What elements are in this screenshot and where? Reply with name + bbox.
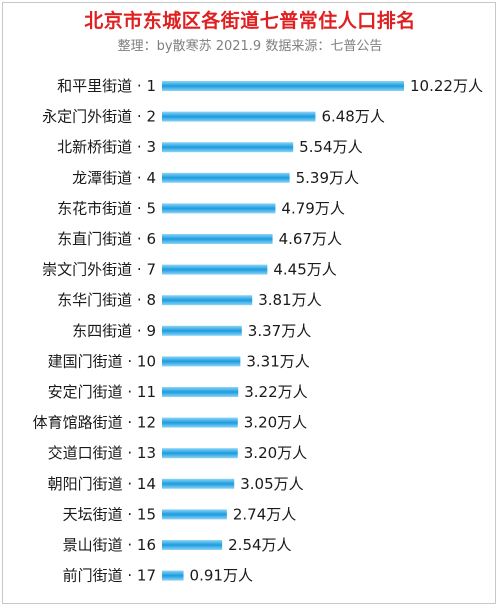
- bar: [162, 540, 223, 550]
- category-label: 天坛街道 · 15: [63, 505, 156, 523]
- value-label: 2.54万人: [228, 536, 291, 554]
- category-label: 龙潭街道 · 4: [72, 169, 156, 187]
- category-label: 景山街道 · 16: [63, 536, 156, 554]
- value-label: 3.05万人: [240, 475, 303, 493]
- bar: [162, 570, 184, 581]
- bar: [162, 448, 238, 459]
- category-label: 北新桥街道 · 3: [57, 138, 156, 156]
- value-label: 6.48万人: [321, 108, 384, 126]
- value-label: 5.54万人: [299, 138, 362, 156]
- category-label: 东四街道 · 9: [72, 322, 156, 340]
- category-label: 崇文门外街道 · 7: [42, 261, 156, 279]
- category-label: 东花市街道 · 5: [57, 199, 156, 217]
- bar: [162, 387, 239, 397]
- value-label: 4.79万人: [281, 199, 344, 217]
- bar: [162, 509, 227, 520]
- category-label: 建国门街道 · 10: [48, 352, 156, 370]
- value-label: 0.91万人: [190, 567, 253, 585]
- value-label: 3.81万人: [258, 291, 321, 309]
- bar: [162, 111, 316, 122]
- value-label: 3.37万人: [248, 322, 311, 340]
- value-label: 10.22万人: [410, 77, 483, 95]
- category-label: 永定门外街道 · 2: [42, 108, 156, 126]
- chart-title: 北京市东城区各街道七普常住人口排名: [84, 10, 416, 32]
- value-label: 4.45万人: [273, 261, 336, 279]
- bar: [162, 234, 273, 244]
- bar: [162, 264, 268, 275]
- category-label: 东直门街道 · 6: [57, 230, 156, 248]
- category-label: 体育馆路街道 · 12: [33, 414, 156, 432]
- category-label: 和平里街道 · 1: [57, 77, 156, 95]
- value-label: 4.67万人: [279, 230, 342, 248]
- bar: [162, 417, 238, 428]
- bar: [162, 295, 253, 306]
- bar: [162, 203, 276, 214]
- category-label: 安定门街道 · 11: [48, 383, 156, 401]
- value-label: 2.74万人: [233, 505, 296, 523]
- value-label: 3.31万人: [246, 352, 309, 370]
- category-label: 朝阳门街道 · 14: [48, 475, 156, 493]
- value-label: 3.20万人: [244, 414, 307, 432]
- value-label: 3.20万人: [244, 444, 307, 462]
- value-label: 5.39万人: [296, 169, 359, 187]
- bar: [162, 81, 404, 91]
- value-label: 3.22万人: [244, 383, 307, 401]
- category-label: 交道口街道 · 13: [48, 444, 156, 462]
- bar: [162, 356, 241, 367]
- bar: [162, 478, 235, 489]
- bar: [162, 172, 290, 183]
- category-label: 东华门街道 · 8: [57, 291, 156, 309]
- category-label: 前门街道 · 17: [63, 567, 156, 585]
- chart-subtitle: 整理：by散寒苏 2021.9 数据来源：七普公告: [117, 39, 383, 54]
- bar: [162, 325, 242, 336]
- bar: [162, 142, 294, 153]
